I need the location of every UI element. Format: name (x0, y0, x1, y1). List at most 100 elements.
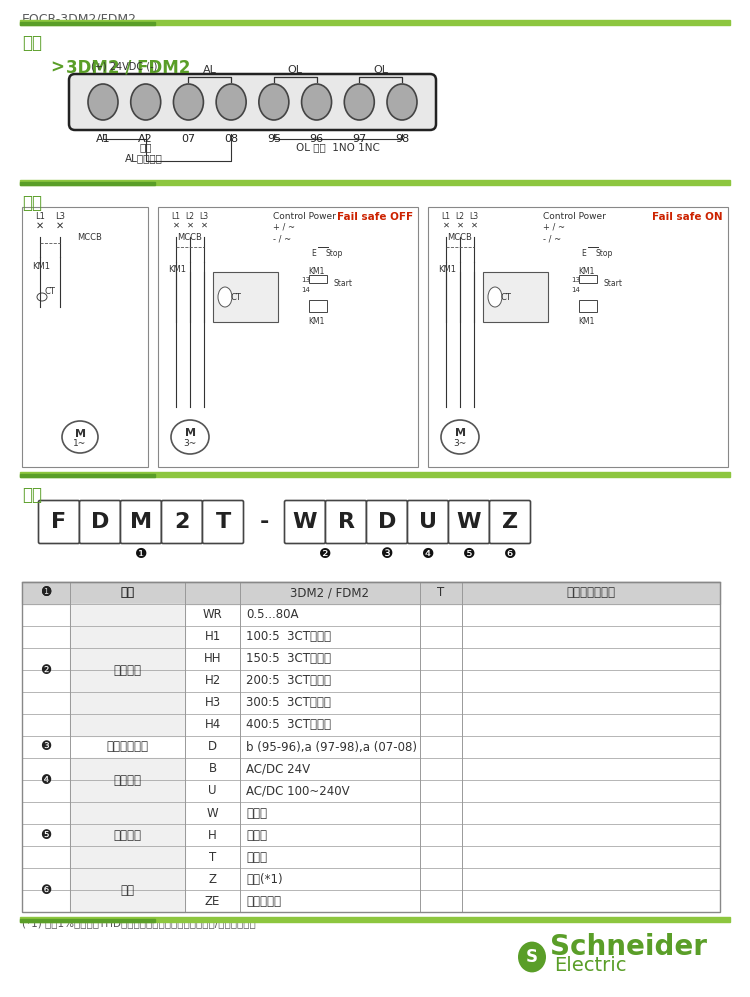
Text: (+) 24VDC (-): (+) 24VDC (-) (92, 62, 158, 72)
Ellipse shape (173, 84, 203, 120)
Text: E: E (581, 249, 586, 258)
Text: 97: 97 (352, 134, 367, 144)
Bar (20, 20, 730, 25)
Text: 类别: 类别 (121, 586, 134, 599)
Text: H: H (208, 829, 217, 841)
Text: 14: 14 (301, 287, 310, 293)
Text: 供电电源: 供电电源 (113, 774, 142, 787)
Bar (20, 472, 730, 477)
Text: D: D (378, 512, 396, 532)
Text: H1: H1 (204, 630, 220, 643)
Text: L1: L1 (35, 212, 45, 221)
Text: MCCB: MCCB (178, 233, 203, 242)
Text: KM1: KM1 (578, 317, 594, 326)
Text: Schneider: Schneider (550, 933, 707, 961)
Bar (20, 180, 730, 185)
FancyBboxPatch shape (69, 74, 436, 130)
Bar (158, 207, 418, 467)
Text: AC/DC 24V: AC/DC 24V (246, 763, 310, 776)
Text: ❻: ❻ (40, 883, 52, 896)
Text: CT: CT (500, 292, 511, 301)
Bar (20, 474, 155, 477)
Text: Stop: Stop (325, 249, 342, 258)
Text: 版本: 版本 (121, 883, 134, 896)
Ellipse shape (171, 420, 209, 454)
Text: 类别: 类别 (121, 586, 134, 599)
Text: ZE: ZE (205, 894, 220, 907)
Text: ❺: ❺ (463, 547, 476, 561)
Ellipse shape (218, 287, 232, 307)
Text: A2: A2 (138, 134, 153, 144)
Text: H4: H4 (204, 719, 220, 732)
Text: ✕: ✕ (470, 221, 478, 230)
Text: L1: L1 (172, 212, 181, 221)
Bar (20, 917, 730, 922)
Bar (579, 275, 597, 283)
Text: 2: 2 (174, 512, 190, 532)
Text: + / ~: + / ~ (543, 223, 565, 232)
Bar (22, 582, 720, 912)
Text: W: W (457, 512, 482, 532)
Text: ✕: ✕ (36, 221, 44, 231)
Text: S: S (526, 948, 538, 966)
Text: Start: Start (603, 279, 622, 288)
FancyBboxPatch shape (490, 500, 530, 543)
Text: D: D (91, 512, 110, 532)
Text: 08: 08 (224, 134, 238, 144)
Ellipse shape (441, 420, 479, 454)
Text: ❸: ❸ (40, 741, 52, 754)
FancyBboxPatch shape (38, 500, 80, 543)
Text: B: B (209, 763, 217, 776)
Text: KM1: KM1 (438, 265, 456, 274)
Text: 13: 13 (301, 277, 310, 283)
Text: AC/DC 100~240V: AC/DC 100~240V (246, 785, 350, 798)
Text: KM1: KM1 (578, 267, 594, 276)
Text: W: W (292, 512, 317, 532)
Text: L2: L2 (455, 212, 464, 221)
Text: 3DM2 / FDM2: 3DM2 / FDM2 (290, 586, 370, 599)
Text: ❶: ❶ (40, 586, 52, 599)
Text: OL: OL (374, 65, 388, 75)
Text: ✕: ✕ (442, 221, 449, 230)
Text: ✕: ✕ (172, 221, 179, 230)
Text: ❶: ❶ (135, 547, 147, 561)
Text: ❷: ❷ (320, 547, 332, 561)
Text: ❶: ❶ (40, 586, 52, 599)
Text: 接线: 接线 (22, 194, 42, 212)
Text: L2: L2 (185, 212, 194, 221)
Ellipse shape (387, 84, 417, 120)
FancyBboxPatch shape (326, 500, 367, 543)
Text: L1: L1 (442, 212, 451, 221)
Ellipse shape (216, 84, 246, 120)
Text: 1~: 1~ (74, 440, 86, 449)
Text: 新款(*1): 新款(*1) (246, 872, 283, 885)
FancyBboxPatch shape (284, 500, 326, 543)
Text: M: M (74, 429, 86, 439)
Text: Z: Z (502, 512, 518, 532)
Text: ❷: ❷ (40, 663, 52, 677)
Ellipse shape (37, 293, 47, 301)
Text: D: D (208, 741, 217, 754)
Text: ❺: ❺ (40, 829, 52, 841)
Text: 接点: 接点 (22, 34, 42, 52)
Bar (22, 207, 148, 467)
Text: 400:5  3CT组合型: 400:5 3CT组合型 (246, 719, 331, 732)
Text: CT: CT (44, 287, 56, 296)
Text: 电流范围: 电流范围 (113, 663, 142, 677)
Text: L3: L3 (55, 212, 65, 221)
Text: KM1: KM1 (308, 267, 324, 276)
Text: E: E (311, 249, 316, 258)
Text: 200:5  3CT组合型: 200:5 3CT组合型 (246, 675, 331, 688)
Text: 13: 13 (571, 277, 580, 283)
Text: F: F (52, 512, 67, 532)
Text: KM1: KM1 (32, 262, 50, 271)
Text: OL: OL (288, 65, 303, 75)
Text: Z: Z (209, 872, 217, 885)
Text: 端子型: 端子型 (246, 850, 267, 863)
Text: 订购: 订购 (22, 486, 42, 504)
FancyBboxPatch shape (202, 500, 244, 543)
Bar (70, 868, 185, 912)
Ellipse shape (130, 84, 160, 120)
FancyBboxPatch shape (161, 500, 202, 543)
Text: >: > (50, 59, 64, 77)
